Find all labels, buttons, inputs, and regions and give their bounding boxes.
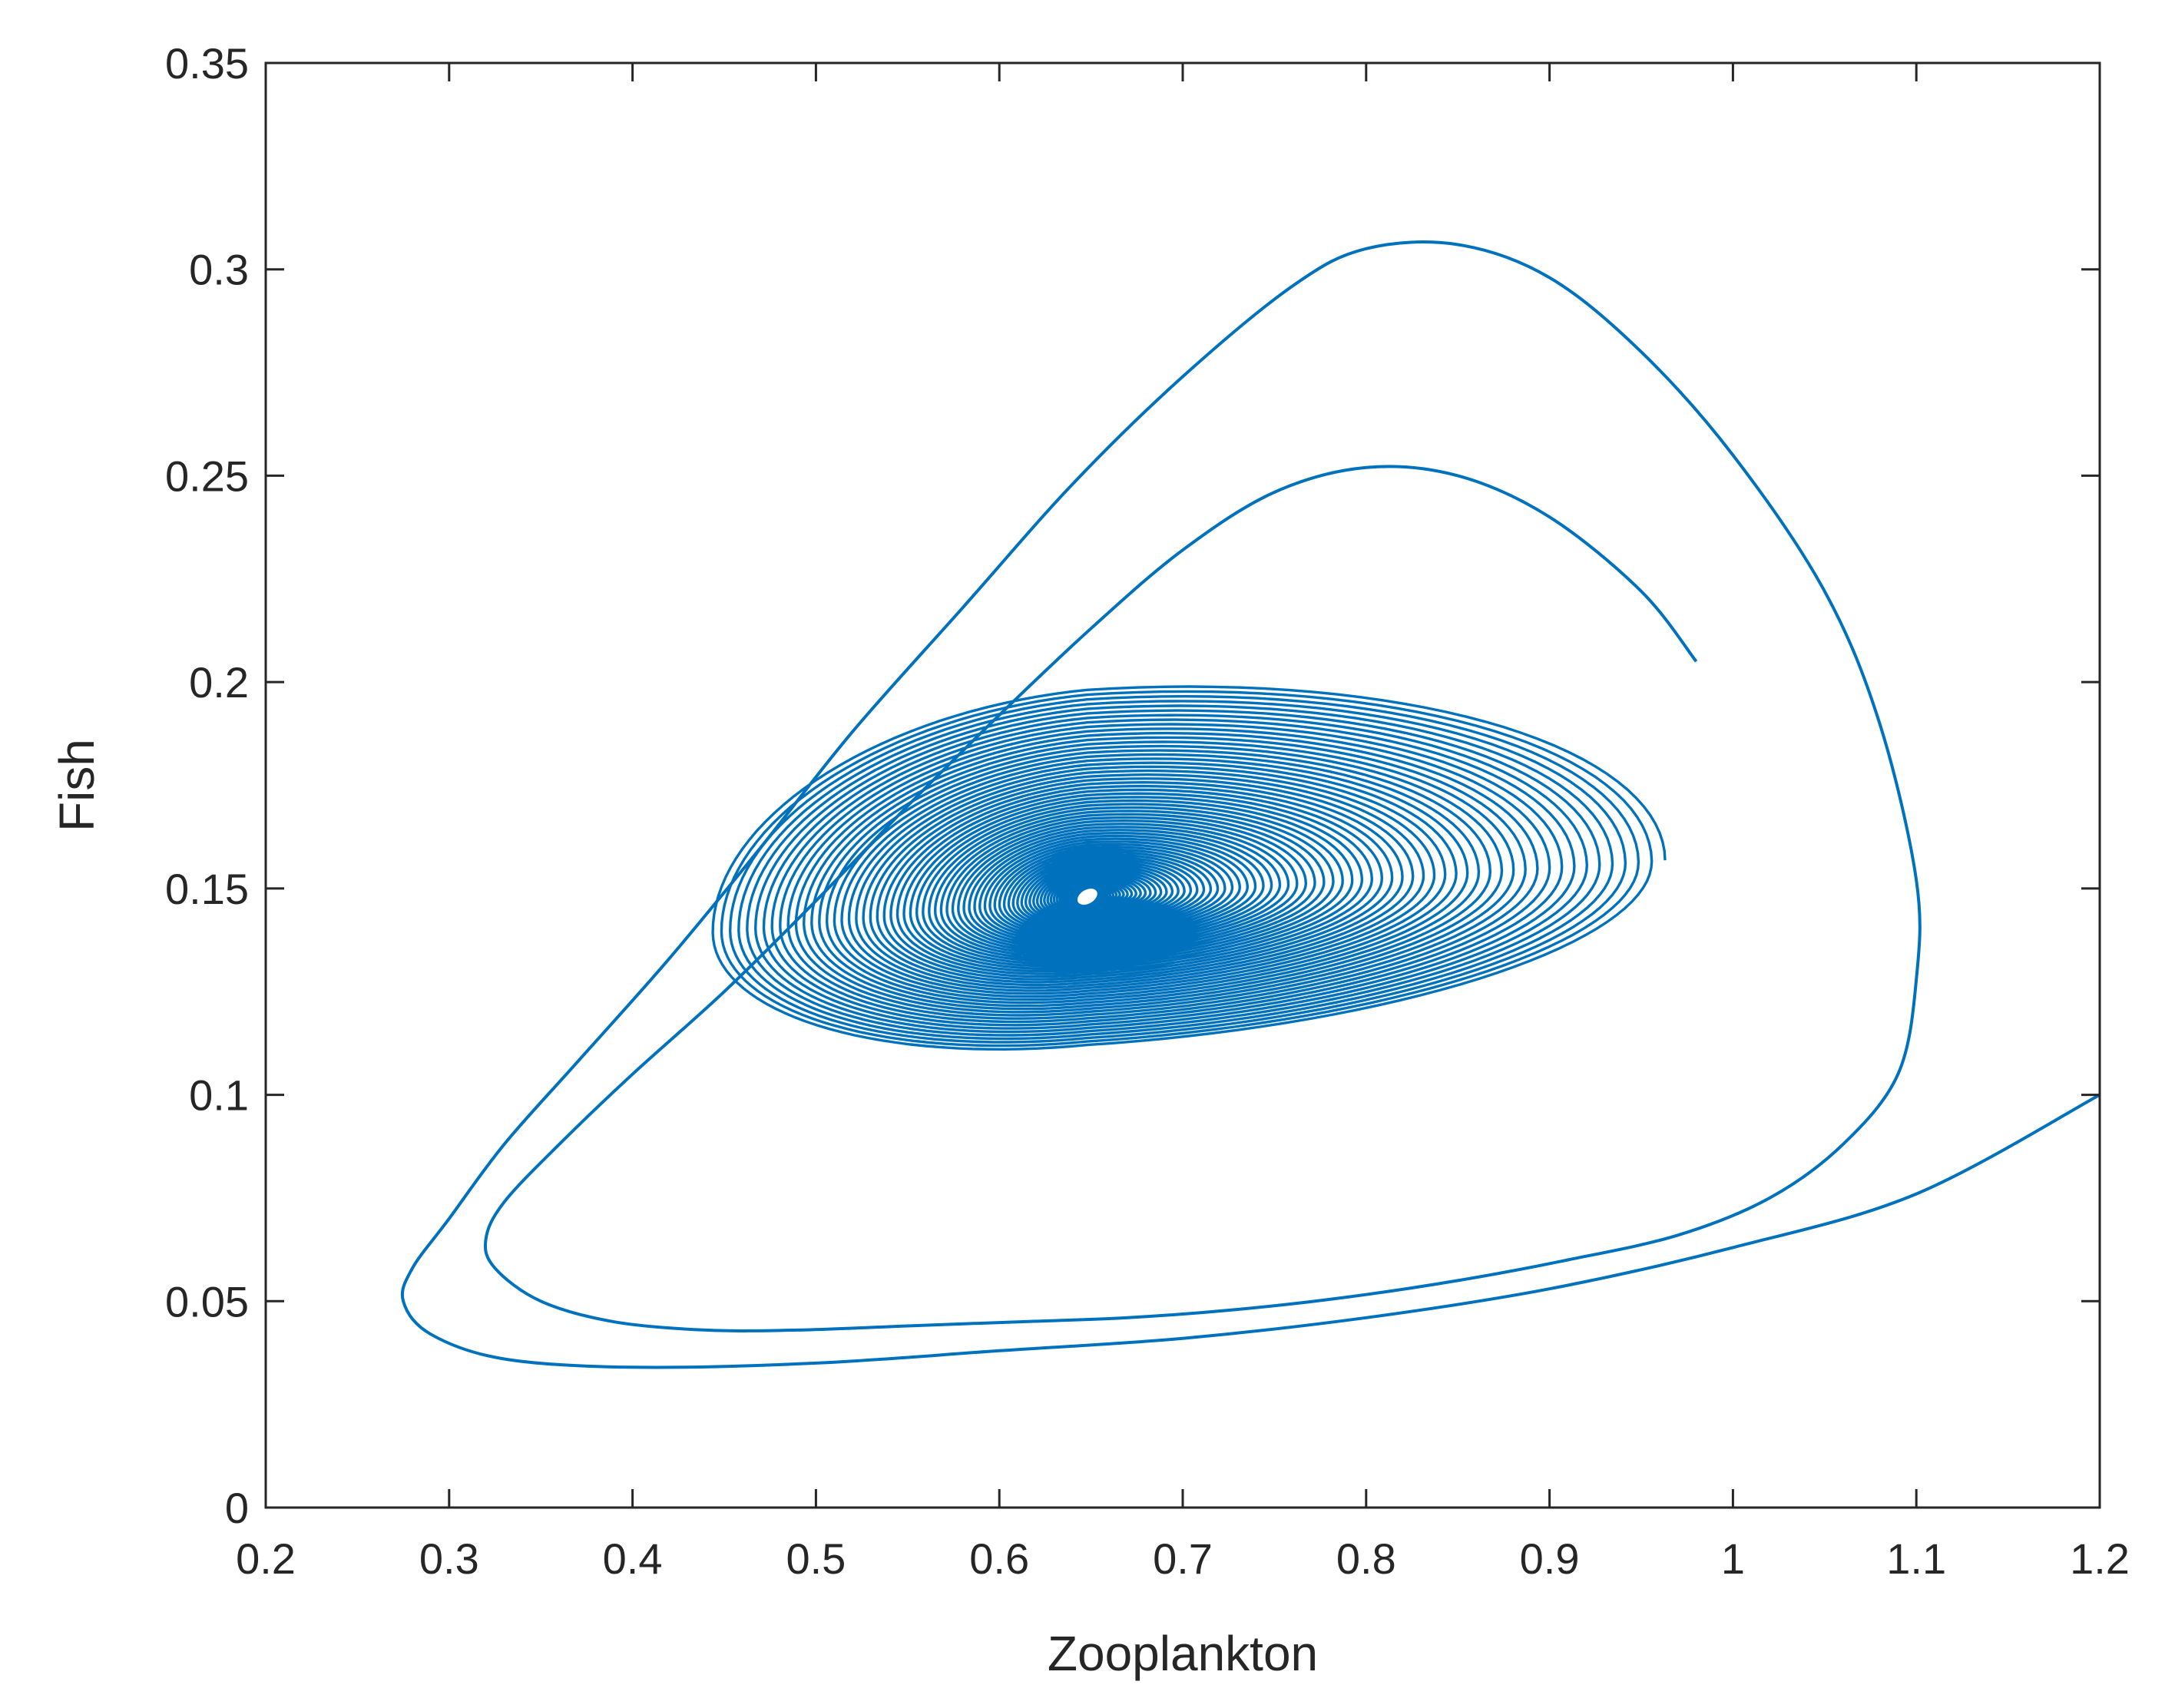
x-axis-label: Zooplankton [1048, 1626, 1318, 1681]
y-tick-label: 0.15 [165, 865, 249, 913]
x-tick-label: 1.1 [1886, 1534, 1946, 1583]
x-tick-label: 0.6 [969, 1534, 1029, 1583]
x-tick-label: 0.2 [236, 1534, 296, 1583]
equilibrium-point [1077, 889, 1097, 905]
x-tick-label: 1 [1721, 1534, 1745, 1583]
y-tick-label: 0.25 [165, 452, 249, 500]
x-tick-label: 1.2 [2070, 1534, 2130, 1583]
x-tick-label: 0.4 [603, 1534, 663, 1583]
y-tick-label: 0.3 [189, 246, 249, 294]
y-tick-label: 0.35 [165, 39, 249, 88]
plot-area: 0.2 0.3 0.4 0.5 0.6 0.7 0.8 0.9 1 1.1 1.2 0 0.05 0.1… [165, 39, 2130, 1583]
x-axis-ticks: 0.2 0.3 0.4 0.5 0.6 0.7 0.8 0.9 1 1.1 1.2 [236, 63, 2130, 1583]
y-tick-label: 0.2 [189, 658, 249, 707]
y-tick-label: 0 [225, 1484, 249, 1532]
y-axis-ticks: 0 0.05 0.1 0.15 0.2 0.25 0.3 0.35 [165, 39, 2100, 1532]
x-tick-label: 0.8 [1336, 1534, 1396, 1583]
trajectory-inner-spiral [711, 685, 1667, 1051]
y-tick-label: 0.1 [189, 1071, 249, 1120]
x-tick-label: 0.7 [1153, 1534, 1213, 1583]
y-axis-label: Fish [49, 739, 104, 832]
x-tick-label: 0.5 [786, 1534, 846, 1583]
x-tick-label: 0.3 [419, 1534, 479, 1583]
y-tick-label: 0.05 [165, 1277, 249, 1326]
trajectory-series [400, 240, 2101, 1369]
trajectory-line [400, 240, 2101, 1369]
x-tick-label: 0.9 [1520, 1534, 1580, 1583]
